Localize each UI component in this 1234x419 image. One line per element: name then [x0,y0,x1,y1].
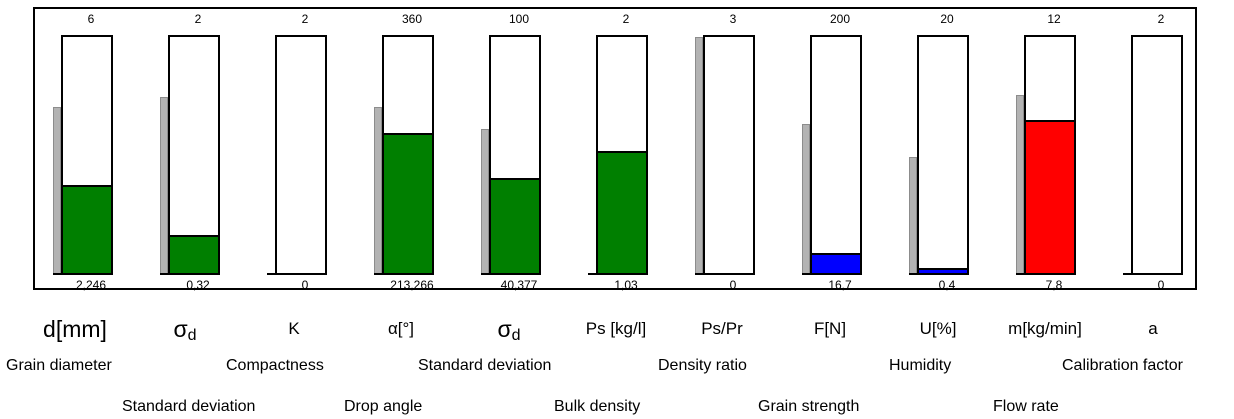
gauge-setpoint-bar [374,107,382,275]
gauge-current-value: 213,266 [390,278,434,292]
gauge-baseline [53,273,113,275]
desc-grain-strength: Grain strength [758,398,860,415]
gauge-1: 6 2,246 [51,9,131,309]
gauge-current-value: 1,03 [614,278,638,292]
gauge-fill [598,151,646,273]
desc-compactness: Compactness [226,357,324,374]
gauge-fill [812,253,860,273]
gauge-tube [168,35,220,275]
gauge-current-value: 7,8 [1045,278,1063,292]
gauge-symbol-label: d[mm] [43,316,107,342]
gauge-6: 2 1,03 [586,9,666,309]
gauge-current-value: 0,32 [186,278,210,292]
gauge-max-value: 360 [401,12,423,26]
gauge-setpoint-bar [53,107,61,275]
desc-density-ratio: Density ratio [658,357,747,374]
gauge-fill [1026,120,1074,273]
sigma-glyph: σ [497,316,512,342]
gauge-symbol-label: K [288,319,300,338]
gauge-fill [919,268,967,273]
gauge-current-value: 16,7 [828,278,852,292]
gauge-panel: 6 2,246 2 0,32 2 0 360 213,266 100 40,377 2 1,03 3 0 2… [33,7,1197,292]
desc-drop-angle: Drop angle [344,398,423,415]
gauge-max-value: 2 [1157,12,1165,26]
gauge-symbol-label: F[N] [813,319,847,338]
gauge-tube [61,35,113,275]
gauge-tube [489,35,541,275]
gauge-current-value: 0,4 [938,278,956,292]
gauge-fill [491,178,539,273]
gauge-symbol-label: m[kg/min] [1008,319,1082,338]
gauge-max-value: 2 [194,12,202,26]
gauge-tube [1131,35,1183,275]
gauge-4: 360 213,266 [372,9,452,309]
gauge-baseline [374,273,434,275]
gauge-fill [170,235,218,273]
gauge-5: 100 40,377 [479,9,559,309]
gauge-max-value: 2 [622,12,630,26]
gauge-symbol-label: Ps/Pr [701,319,743,338]
desc-flow-rate: Flow rate [993,398,1059,415]
gauge-baseline [1016,273,1076,275]
gauge-tube [917,35,969,275]
desc-humidity: Humidity [889,357,952,374]
gauge-max-value: 20 [940,12,954,26]
gauge-fill [384,133,432,273]
gauge-8: 200 16,7 [800,9,880,309]
gauge-baseline [267,273,327,275]
gauge-symbol-label: a [1148,319,1158,338]
gauge-baseline [481,273,541,275]
gauge-baseline [160,273,220,275]
gauge-tube [703,35,755,275]
gauge-fill [63,185,111,273]
gauge-10: 12 7,8 [1014,9,1094,309]
gauge-current-value: 0 [1157,278,1165,292]
subscript-d: d [511,327,521,344]
desc-standard-deviation-angle: Standard deviation [418,357,552,374]
gauge-tube [1024,35,1076,275]
subscript-d: d [187,327,197,344]
gauge-max-value: 12 [1047,12,1061,26]
gauge-baseline [1123,273,1183,275]
gauge-max-value: 3 [729,12,737,26]
gauge-2: 2 0,32 [158,9,238,309]
gauge-baseline [802,273,862,275]
gauge-setpoint-bar [802,124,810,275]
gauge-tube [275,35,327,275]
desc-bulk-density: Bulk density [554,398,641,415]
gauge-symbol-label: Ps [kg/l] [585,319,647,338]
gauge-max-value: 100 [508,12,530,26]
gauge-current-value: 40,377 [500,278,538,292]
gauge-max-value: 2 [301,12,309,26]
gauge-setpoint-bar [160,97,168,275]
gauge-max-value: 6 [87,12,95,26]
gauge-symbol-label: U[%] [919,319,957,338]
gauge-tube [382,35,434,275]
gauge-current-value: 0 [301,278,309,292]
gauge-setpoint-bar [1016,95,1024,275]
gauge-setpoint-bar [695,37,703,275]
desc-standard-deviation-diameter: Standard deviation [122,398,256,415]
gauge-tube [596,35,648,275]
gauge-current-value: 2,246 [75,278,107,292]
gauge-baseline [588,273,648,275]
gauge-symbol-label: σd [454,314,564,344]
gauge-symbol-label: σd [130,314,240,344]
desc-calibration-factor: Calibration factor [1062,357,1183,374]
gauge-baseline [909,273,969,275]
gauge-max-value: 200 [829,12,851,26]
gauge-9: 20 0,4 [907,9,987,309]
gauge-setpoint-bar [481,129,489,275]
gauge-current-value: 0 [729,278,737,292]
gauge-baseline [695,273,755,275]
sigma-glyph: σ [173,316,188,342]
gauge-symbol-label: α[°] [387,319,415,338]
desc-grain-diameter: Grain diameter [6,357,112,374]
gauge-tube [810,35,862,275]
gauge-setpoint-bar [909,157,917,275]
